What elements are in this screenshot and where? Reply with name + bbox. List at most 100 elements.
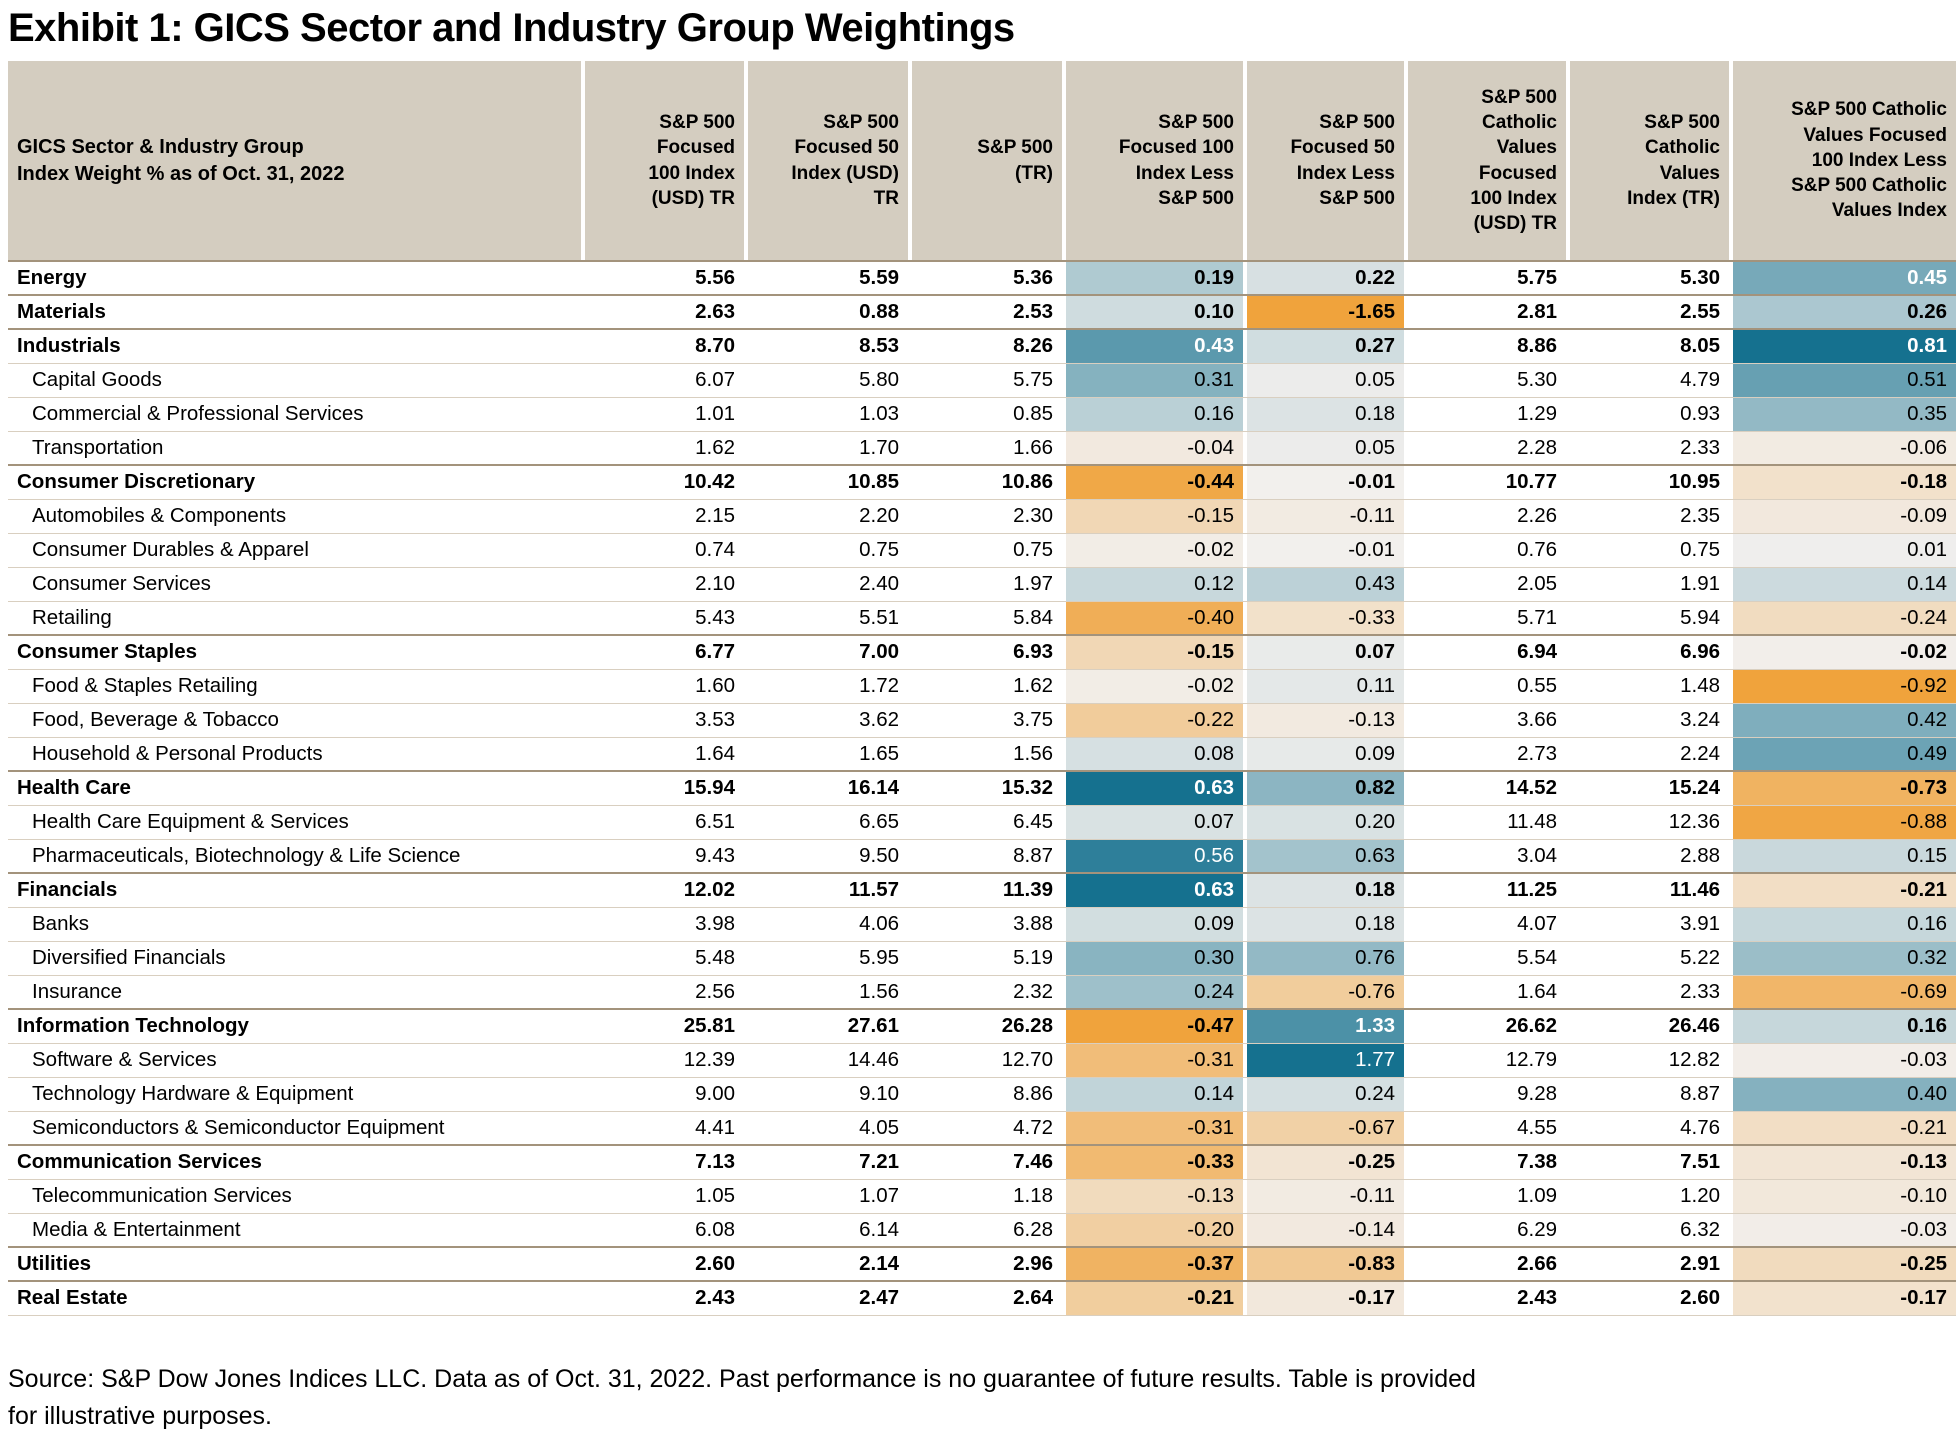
table-row: Transportation 1.62 1.70 1.66 -0.04 0.05 2.28 2…	[8, 430, 1956, 465]
cell-cvf100: 1.09	[1404, 1178, 1566, 1213]
row-name-cell: Financials	[8, 872, 581, 907]
cell-cv: 2.33	[1566, 974, 1729, 1009]
cell-cv: 1.48	[1566, 668, 1729, 703]
cell-f100_less: 0.19	[1062, 260, 1243, 295]
cell-f100: 9.43	[581, 838, 744, 873]
table-row: Media & Entertainment 6.08 6.14 6.28 -0.20 -0…	[8, 1212, 1956, 1247]
cell-f100_less: 0.08	[1062, 736, 1243, 771]
cell-sp500: 5.36	[908, 260, 1062, 295]
cell-cv_less: -0.09	[1729, 498, 1956, 533]
cell-cv_less: -0.25	[1729, 1246, 1956, 1281]
table-row: Semiconductors & Semiconductor Equipment…	[8, 1110, 1956, 1145]
row-name-cell: Utilities	[8, 1246, 581, 1281]
cell-sp500: 12.70	[908, 1042, 1062, 1077]
cell-f100: 5.56	[581, 260, 744, 295]
cell-cvf100: 6.94	[1404, 634, 1566, 669]
cell-cv: 8.05	[1566, 328, 1729, 363]
cell-cv_less: -0.92	[1729, 668, 1956, 703]
cell-f50_less: -0.14	[1243, 1212, 1404, 1247]
cell-f50: 5.80	[744, 362, 908, 397]
column-header-f100_less: S&P 500 Focused 100 Index Less S&P 500	[1062, 61, 1243, 261]
cell-f100: 2.10	[581, 566, 744, 601]
cell-sp500: 7.46	[908, 1144, 1062, 1179]
table-row: Health Care 15.94 16.14 15.32 0.63 0.82 14.52 1…	[8, 770, 1956, 805]
cell-cv_less: -0.73	[1729, 770, 1956, 805]
cell-sp500: 5.84	[908, 600, 1062, 635]
cell-f100: 12.02	[581, 872, 744, 907]
cell-cv_less: 0.40	[1729, 1076, 1956, 1111]
cell-f100_less: 0.63	[1062, 770, 1243, 805]
cell-f100_less: 0.09	[1062, 906, 1243, 941]
cell-sp500: 1.66	[908, 430, 1062, 465]
table-row: Banks 3.98 4.06 3.88 0.09 0.18 4.07 3.91 0.16	[8, 906, 1956, 941]
row-name-cell: Diversified Financials	[8, 940, 581, 975]
cell-cv: 7.51	[1566, 1144, 1729, 1179]
cell-cv: 15.24	[1566, 770, 1729, 805]
cell-sp500: 4.72	[908, 1110, 1062, 1145]
row-name-cell: Software & Services	[8, 1042, 581, 1077]
row-name-cell: Consumer Discretionary	[8, 464, 581, 499]
cell-sp500: 0.75	[908, 532, 1062, 567]
cell-f50: 10.85	[744, 464, 908, 499]
cell-f100: 1.62	[581, 430, 744, 465]
cell-f100: 6.08	[581, 1212, 744, 1247]
cell-f100: 1.05	[581, 1178, 744, 1213]
cell-sp500: 11.39	[908, 872, 1062, 907]
cell-f100: 3.53	[581, 702, 744, 737]
row-name-cell: Real Estate	[8, 1280, 581, 1316]
cell-f100_less: -0.21	[1062, 1280, 1243, 1316]
cell-cv_less: 0.26	[1729, 294, 1956, 329]
row-name-cell: Media & Entertainment	[8, 1212, 581, 1247]
cell-f100: 0.74	[581, 532, 744, 567]
cell-f100: 2.43	[581, 1280, 744, 1316]
cell-cvf100: 2.81	[1404, 294, 1566, 329]
cell-cvf100: 3.66	[1404, 702, 1566, 737]
cell-cvf100: 26.62	[1404, 1008, 1566, 1043]
cell-f50: 16.14	[744, 770, 908, 805]
cell-sp500: 2.32	[908, 974, 1062, 1009]
column-header-f50_less: S&P 500 Focused 50 Index Less S&P 500	[1243, 61, 1404, 261]
cell-sp500: 26.28	[908, 1008, 1062, 1043]
cell-cv_less: 0.45	[1729, 260, 1956, 295]
cell-f100_less: -0.02	[1062, 532, 1243, 567]
cell-f100_less: -0.37	[1062, 1246, 1243, 1281]
cell-sp500: 3.75	[908, 702, 1062, 737]
cell-f50_less: -0.01	[1243, 532, 1404, 567]
row-name-cell: Capital Goods	[8, 362, 581, 397]
cell-cv: 2.24	[1566, 736, 1729, 771]
cell-cvf100: 5.30	[1404, 362, 1566, 397]
cell-f100: 1.01	[581, 396, 744, 431]
cell-cvf100: 12.79	[1404, 1042, 1566, 1077]
table-row: Communication Services 7.13 7.21 7.46 -0.33-…	[8, 1144, 1956, 1179]
cell-sp500: 2.53	[908, 294, 1062, 329]
cell-f100_less: -0.31	[1062, 1110, 1243, 1145]
cell-f100: 10.42	[581, 464, 744, 499]
row-name-cell: Household & Personal Products	[8, 736, 581, 771]
cell-f50: 4.06	[744, 906, 908, 941]
cell-cv_less: -0.21	[1729, 872, 1956, 907]
row-name-cell: Energy	[8, 260, 581, 295]
cell-cv_less: 0.51	[1729, 362, 1956, 397]
cell-f50: 1.72	[744, 668, 908, 703]
cell-f50_less: 0.76	[1243, 940, 1404, 975]
cell-cv: 2.88	[1566, 838, 1729, 873]
cell-f50: 3.62	[744, 702, 908, 737]
row-name-cell: Retailing	[8, 600, 581, 635]
cell-cv_less: -0.13	[1729, 1144, 1956, 1179]
cell-sp500: 8.26	[908, 328, 1062, 363]
cell-cvf100: 9.28	[1404, 1076, 1566, 1111]
cell-cv_less: -0.03	[1729, 1212, 1956, 1247]
cell-cv: 4.76	[1566, 1110, 1729, 1145]
cell-f100: 1.60	[581, 668, 744, 703]
cell-f100_less: 0.24	[1062, 974, 1243, 1009]
cell-cvf100: 10.77	[1404, 464, 1566, 499]
cell-f100_less: 0.43	[1062, 328, 1243, 363]
column-header-cvf100: S&P 500 Catholic Values Focused 100 Inde…	[1404, 61, 1566, 261]
cell-cv: 10.95	[1566, 464, 1729, 499]
cell-cvf100: 14.52	[1404, 770, 1566, 805]
cell-cv: 12.82	[1566, 1042, 1729, 1077]
cell-f100: 12.39	[581, 1042, 744, 1077]
cell-cv: 5.30	[1566, 260, 1729, 295]
cell-cv_less: 0.42	[1729, 702, 1956, 737]
cell-f100_less: -0.47	[1062, 1008, 1243, 1043]
